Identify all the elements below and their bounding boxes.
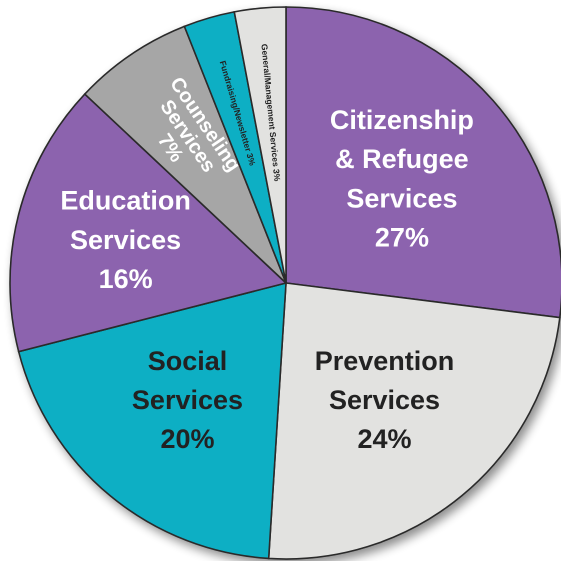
slice-name-label: Social bbox=[148, 346, 228, 376]
slice-name-label: Services bbox=[132, 385, 243, 415]
slice-name-label: Citizenship bbox=[330, 105, 474, 135]
pie-slice bbox=[9, 92, 288, 353]
slice-label: Citizenship & Refugee Services 27% bbox=[330, 105, 474, 252]
pie-slice bbox=[267, 282, 561, 560]
pie-slice bbox=[17, 281, 287, 560]
pie-slice bbox=[83, 25, 287, 284]
slice-name-label: Prevention bbox=[315, 346, 455, 376]
pie-slice bbox=[233, 6, 287, 284]
slice-name-label: & Refugee bbox=[335, 144, 469, 174]
slice-percent-label: 24% bbox=[357, 424, 411, 454]
pie-slices bbox=[9, 6, 561, 560]
slice-percent-label: 20% bbox=[160, 424, 214, 454]
slice-name-label: Services bbox=[346, 183, 457, 213]
slice-label: Social Services 20% bbox=[132, 346, 243, 454]
slice-percent-label: 16% bbox=[99, 264, 153, 294]
slice-label: Prevention Services 24% bbox=[315, 346, 455, 454]
slice-name-label: Services bbox=[70, 225, 181, 255]
slice-percent-label: 27% bbox=[375, 223, 429, 253]
slice-name-label: Services bbox=[329, 385, 440, 415]
slice-label: Education Services 16% bbox=[60, 186, 191, 294]
pie-labels: Citizenship & Refugee Services 27% Preventio… bbox=[60, 43, 474, 454]
slice-name-label: Education bbox=[60, 186, 191, 216]
